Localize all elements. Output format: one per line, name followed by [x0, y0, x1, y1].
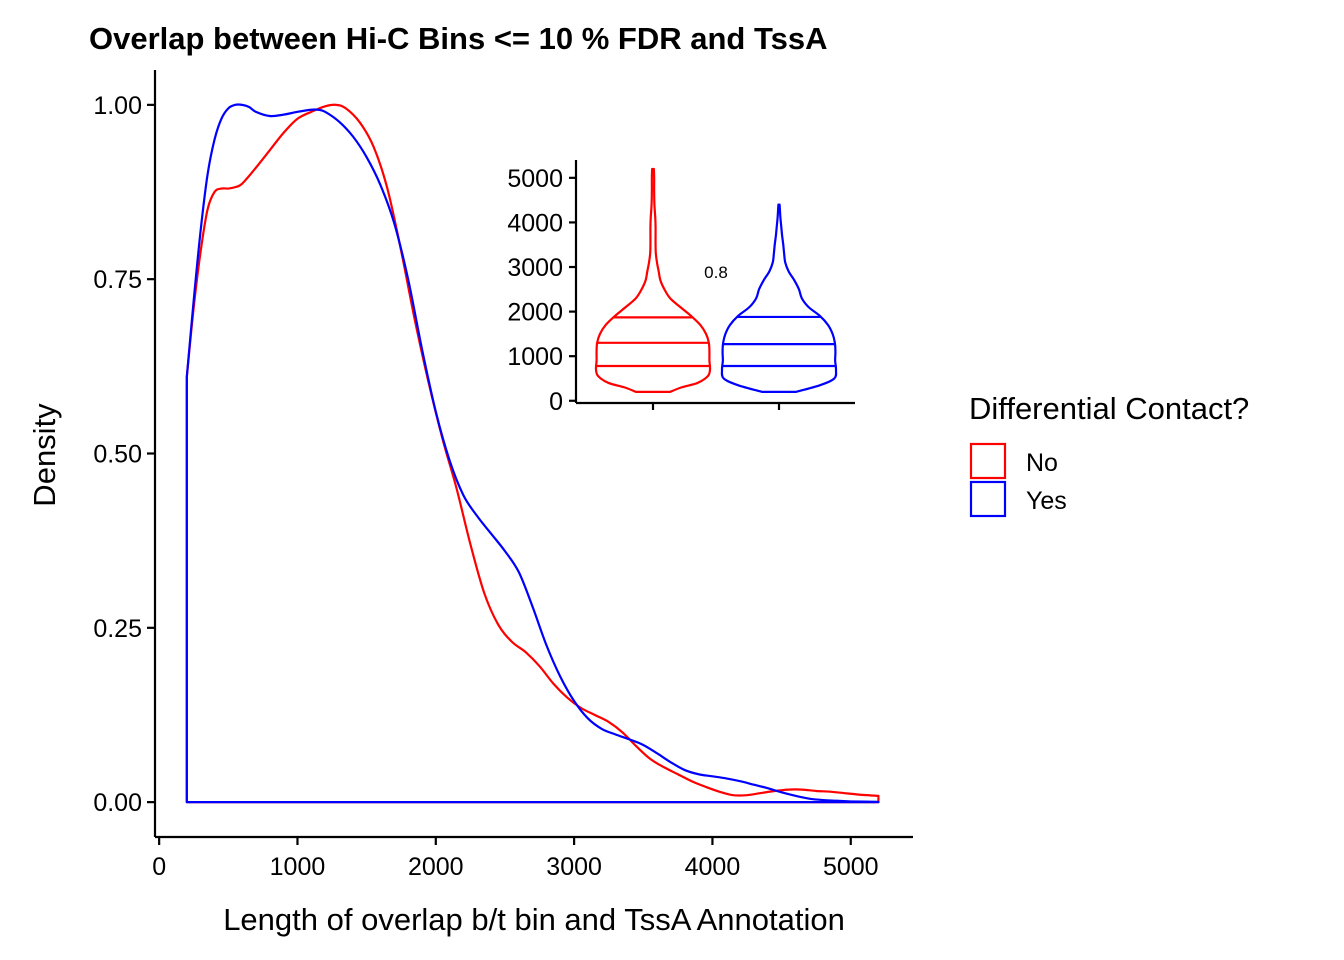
- violin-yes: [720, 203, 838, 393]
- x-axis-title: Length of overlap b/t bin and TssA Annot…: [223, 902, 845, 937]
- y-tick-label: 0.75: [93, 266, 142, 294]
- x-tick-label: 5000: [823, 853, 879, 881]
- inset-violin-plot: 0 1000 2000 3000 4000 5000 0.8: [507, 160, 855, 416]
- density-curve-yes: [185, 103, 880, 804]
- inset-y-tick-label: 4000: [507, 209, 563, 237]
- x-tick-label: 2000: [408, 853, 464, 881]
- x-tick-label: 4000: [685, 853, 741, 881]
- legend-item-yes: Yes: [969, 480, 1067, 518]
- legend-key-no: [969, 442, 1007, 480]
- chart-title: Overlap between Hi-C Bins <= 10 % FDR an…: [89, 21, 827, 56]
- legend-item-no: No: [969, 442, 1058, 480]
- legend-key-yes: [969, 480, 1007, 518]
- x-axis-ticks: 0 1000 2000 3000 4000 5000: [152, 837, 879, 881]
- inset-y-tick-label: 2000: [507, 299, 563, 327]
- density-plot: 0 1000 2000 3000 4000 5000 0.00 0.25 0.50 0.75 1.…: [93, 70, 913, 881]
- p-value-annotation: 0.8: [704, 263, 728, 282]
- density-curve-no: [185, 103, 880, 804]
- x-tick-label: 0: [152, 853, 166, 881]
- y-tick-label: 0.25: [93, 615, 142, 643]
- inset-y-tick-label: 1000: [507, 343, 563, 371]
- legend-title: Differential Contact?: [969, 391, 1249, 426]
- legend-label-yes: Yes: [1026, 487, 1067, 515]
- x-tick-label: 3000: [546, 853, 602, 881]
- y-tick-label: 1.00: [93, 92, 142, 120]
- violin-series: [594, 167, 838, 393]
- violin-no: [594, 167, 712, 393]
- y-tick-label: 0.50: [93, 441, 142, 469]
- y-axis-ticks: 0.00 0.25 0.50 0.75 1.00: [93, 92, 155, 817]
- density-series: [185, 103, 880, 804]
- inset-y-tick-label: 3000: [507, 254, 563, 282]
- y-axis-title: Density: [27, 403, 62, 507]
- legend: Differential Contact? No Yes: [969, 391, 1249, 518]
- y-tick-label: 0.00: [93, 789, 142, 817]
- inset-y-tick-label: 0: [549, 388, 563, 416]
- x-tick-label: 1000: [270, 853, 326, 881]
- legend-label-no: No: [1026, 449, 1058, 477]
- inset-x-axis-ticks: [651, 403, 781, 410]
- inset-y-tick-label: 5000: [507, 165, 563, 193]
- inset-y-axis-ticks: 0 1000 2000 3000 4000 5000: [507, 165, 576, 416]
